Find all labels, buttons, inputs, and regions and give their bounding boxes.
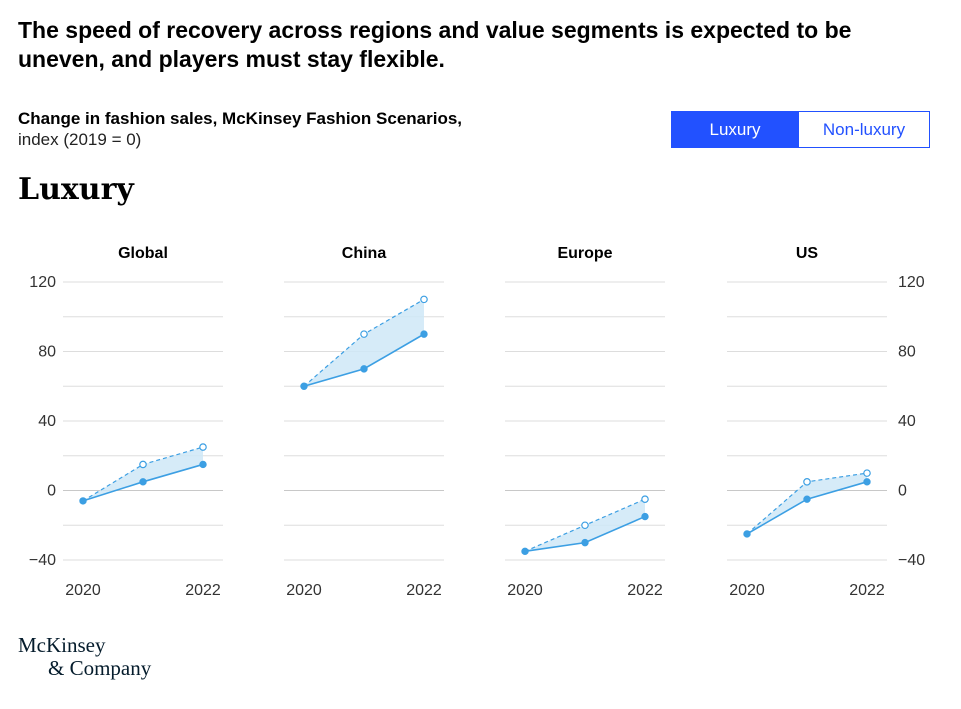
y-tick-label-left: 40 [38, 413, 56, 430]
range-area [83, 447, 203, 501]
data-point-solid [641, 512, 649, 521]
range-area [304, 299, 424, 387]
y-tick-label-right: 40 [898, 413, 916, 430]
x-tick-label: 2022 [849, 582, 885, 599]
data-point-dashed [863, 469, 871, 477]
data-point-solid [863, 478, 871, 486]
data-point-solid [581, 538, 589, 547]
y-tick-label-left: 120 [29, 274, 56, 291]
x-tick-label: 2022 [185, 582, 221, 599]
x-tick-label: 2022 [406, 582, 442, 599]
subtitle-line-2: index (2019 = 0) [18, 130, 142, 149]
data-point-solid [743, 530, 751, 538]
y-tick-label-left: −40 [29, 552, 56, 569]
data-point-solid [199, 460, 207, 469]
x-tick-label: 2020 [286, 582, 322, 599]
x-tick-label: 2020 [729, 582, 765, 599]
small-multiples-chart: −40 −40 0 0 40 40 80 80 120 120 Global 2020 2022 Chin… [29, 245, 925, 599]
y-tick-label-right: 0 [898, 483, 907, 500]
data-point-dashed [641, 495, 649, 503]
data-point-dashed [803, 478, 811, 486]
range-area [747, 473, 867, 534]
y-tick-label-left: 0 [47, 483, 56, 500]
section-title: Luxury [18, 172, 134, 207]
subtitle-line-1: Change in fashion sales, McKinsey Fashio… [18, 109, 463, 128]
panel-title: China [342, 245, 387, 262]
data-point-solid [139, 478, 147, 486]
logo-line-2: & Company [48, 656, 152, 680]
data-point-dashed [581, 521, 589, 530]
y-tick-label-right: 120 [898, 274, 925, 291]
luxury-toggle-button[interactable]: Luxury [671, 111, 799, 148]
panel-title: US [796, 245, 819, 262]
y-tick-label-left: 80 [38, 344, 56, 361]
logo-line-1: McKinsey [18, 633, 106, 657]
data-point-solid [803, 495, 811, 503]
mckinsey-logo: McKinsey & Company [18, 634, 151, 680]
chart-title: The speed of recovery across regions and… [18, 17, 852, 72]
x-tick-label: 2022 [627, 582, 663, 599]
data-point-solid [420, 330, 428, 338]
x-tick-label: 2020 [507, 582, 543, 599]
data-point-solid [360, 365, 368, 373]
x-tick-label: 2020 [65, 582, 101, 599]
data-point-solid [79, 497, 87, 505]
y-tick-label-right: 80 [898, 344, 916, 361]
segment-toggle: Luxury Non-luxury [671, 111, 930, 148]
chart-subtitle: Change in fashion sales, McKinsey Fashio… [18, 108, 462, 150]
data-point-dashed [199, 443, 207, 451]
nonluxury-toggle-button[interactable]: Non-luxury [799, 111, 930, 148]
panel-title: Europe [557, 245, 612, 262]
data-point-dashed [420, 295, 428, 304]
panel-title: Global [118, 245, 168, 262]
data-point-solid [521, 547, 529, 556]
data-point-solid [300, 382, 308, 390]
data-point-dashed [139, 460, 147, 469]
data-point-dashed [360, 330, 368, 338]
y-tick-label-right: −40 [898, 552, 925, 569]
